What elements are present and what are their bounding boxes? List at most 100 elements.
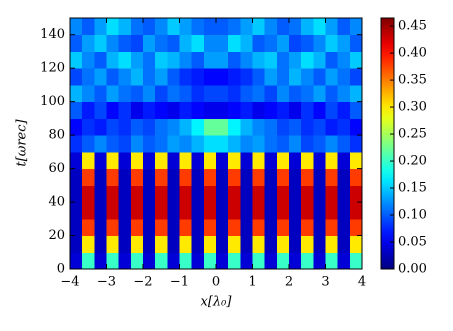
heatmap-cell xyxy=(252,185,266,203)
heatmap-cell xyxy=(94,168,107,186)
heatmap-cell xyxy=(167,18,180,36)
heatmap-cell xyxy=(118,252,132,270)
heatmap-cell xyxy=(191,135,205,153)
heatmap-cell xyxy=(179,51,193,69)
heatmap-cell xyxy=(82,252,95,270)
heatmap-cell xyxy=(155,185,168,203)
x-tick-label: 1 xyxy=(248,275,256,290)
heatmap-cell xyxy=(313,135,326,153)
heatmap-cell xyxy=(228,68,241,86)
heatmap-cell xyxy=(313,235,326,253)
heatmap-cell xyxy=(301,151,314,170)
heatmap-cell xyxy=(70,34,83,52)
heatmap-cell xyxy=(301,84,314,103)
heatmap-cell xyxy=(337,235,351,253)
heatmap-cell xyxy=(313,68,326,86)
heatmap-cell xyxy=(349,168,363,186)
heatmap-cell xyxy=(167,68,180,86)
heatmap-cell xyxy=(143,18,156,36)
heatmap-cell xyxy=(337,218,351,237)
heatmap-cell xyxy=(167,235,180,253)
heatmap-cell xyxy=(167,118,180,136)
heatmap-cell xyxy=(203,118,217,136)
heatmap-cell xyxy=(252,118,266,136)
heatmap-cell xyxy=(289,151,302,170)
colorbar-tick-label: 0.15 xyxy=(398,181,427,196)
heatmap-cell xyxy=(240,135,253,153)
heatmap-cell xyxy=(191,118,205,136)
heatmap-cell xyxy=(191,202,205,220)
heatmap-cell xyxy=(167,168,180,186)
heatmap-cell xyxy=(203,68,217,86)
heatmap-cell xyxy=(167,84,180,103)
heatmap-cell xyxy=(301,185,314,203)
y-tick-label: 140 xyxy=(40,27,65,42)
heatmap-cell xyxy=(289,235,302,253)
heatmap-cell xyxy=(82,118,95,136)
heatmap-cell xyxy=(94,202,107,220)
heatmap-cell xyxy=(289,34,302,52)
heatmap-cell xyxy=(349,135,363,153)
heatmap-cell xyxy=(106,101,120,119)
heatmap-cell xyxy=(203,151,217,170)
heatmap-cell xyxy=(155,118,168,136)
heatmap-cell xyxy=(349,252,363,270)
heatmap-cell xyxy=(216,218,229,237)
heatmap-cell xyxy=(337,84,351,103)
heatmap-cell xyxy=(167,34,180,52)
heatmap-cell xyxy=(130,51,144,69)
heatmap-cell xyxy=(106,51,120,69)
heatmap-cell xyxy=(118,185,132,203)
colorbar-tick-label: 0.05 xyxy=(398,235,427,250)
heatmap-cell xyxy=(118,84,132,103)
heatmap-cell xyxy=(228,218,241,237)
heatmap-cell xyxy=(118,202,132,220)
heatmap-cell xyxy=(252,101,266,119)
heatmap-cell xyxy=(191,151,205,170)
heatmap-cell xyxy=(167,202,180,220)
heatmap-cell xyxy=(252,202,266,220)
heatmap-cell xyxy=(228,84,241,103)
heatmap-cell xyxy=(94,151,107,170)
heatmap-cell xyxy=(82,218,95,237)
heatmap-cell xyxy=(179,84,193,103)
heatmap-cell xyxy=(203,235,217,253)
heatmap-cell xyxy=(106,168,120,186)
heatmap-cell xyxy=(118,168,132,186)
heatmap-cell xyxy=(252,34,266,52)
heatmap-cell xyxy=(349,68,363,86)
heatmap-cell xyxy=(167,101,180,119)
heatmap-cell xyxy=(301,135,314,153)
x-tick-label: 2 xyxy=(285,275,293,290)
heatmap-cell xyxy=(240,68,253,86)
heatmap-cell xyxy=(313,118,326,136)
heatmap-cell xyxy=(337,34,351,52)
heatmap-cell xyxy=(70,18,83,36)
heatmap-cell xyxy=(118,235,132,253)
heatmap-cell xyxy=(106,218,120,237)
heatmap-cell xyxy=(203,168,217,186)
heatmap-cell xyxy=(143,235,156,253)
heatmap-cell xyxy=(289,185,302,203)
heatmap-cell xyxy=(203,34,217,52)
heatmap-cell xyxy=(276,168,290,186)
heatmap-cell xyxy=(337,101,351,119)
heatmap-cell xyxy=(118,151,132,170)
heatmap-cell xyxy=(216,252,229,270)
heatmap-cell xyxy=(240,218,253,237)
heatmap-cell xyxy=(289,51,302,69)
heatmap-cell xyxy=(337,168,351,186)
heatmap-cell xyxy=(252,68,266,86)
heatmap-cell xyxy=(70,118,83,136)
heatmap-cell xyxy=(313,151,326,170)
heatmap-cell xyxy=(349,34,363,52)
heatmap-cell xyxy=(252,51,266,69)
heatmap-cell xyxy=(240,34,253,52)
heatmap-cell xyxy=(289,101,302,119)
y-tick-label: 120 xyxy=(40,61,65,76)
y-axis-label: t[ωrec] xyxy=(15,119,30,167)
heatmap-cell xyxy=(143,135,156,153)
heatmap-cell xyxy=(167,252,180,270)
heatmap-cell xyxy=(276,101,290,119)
